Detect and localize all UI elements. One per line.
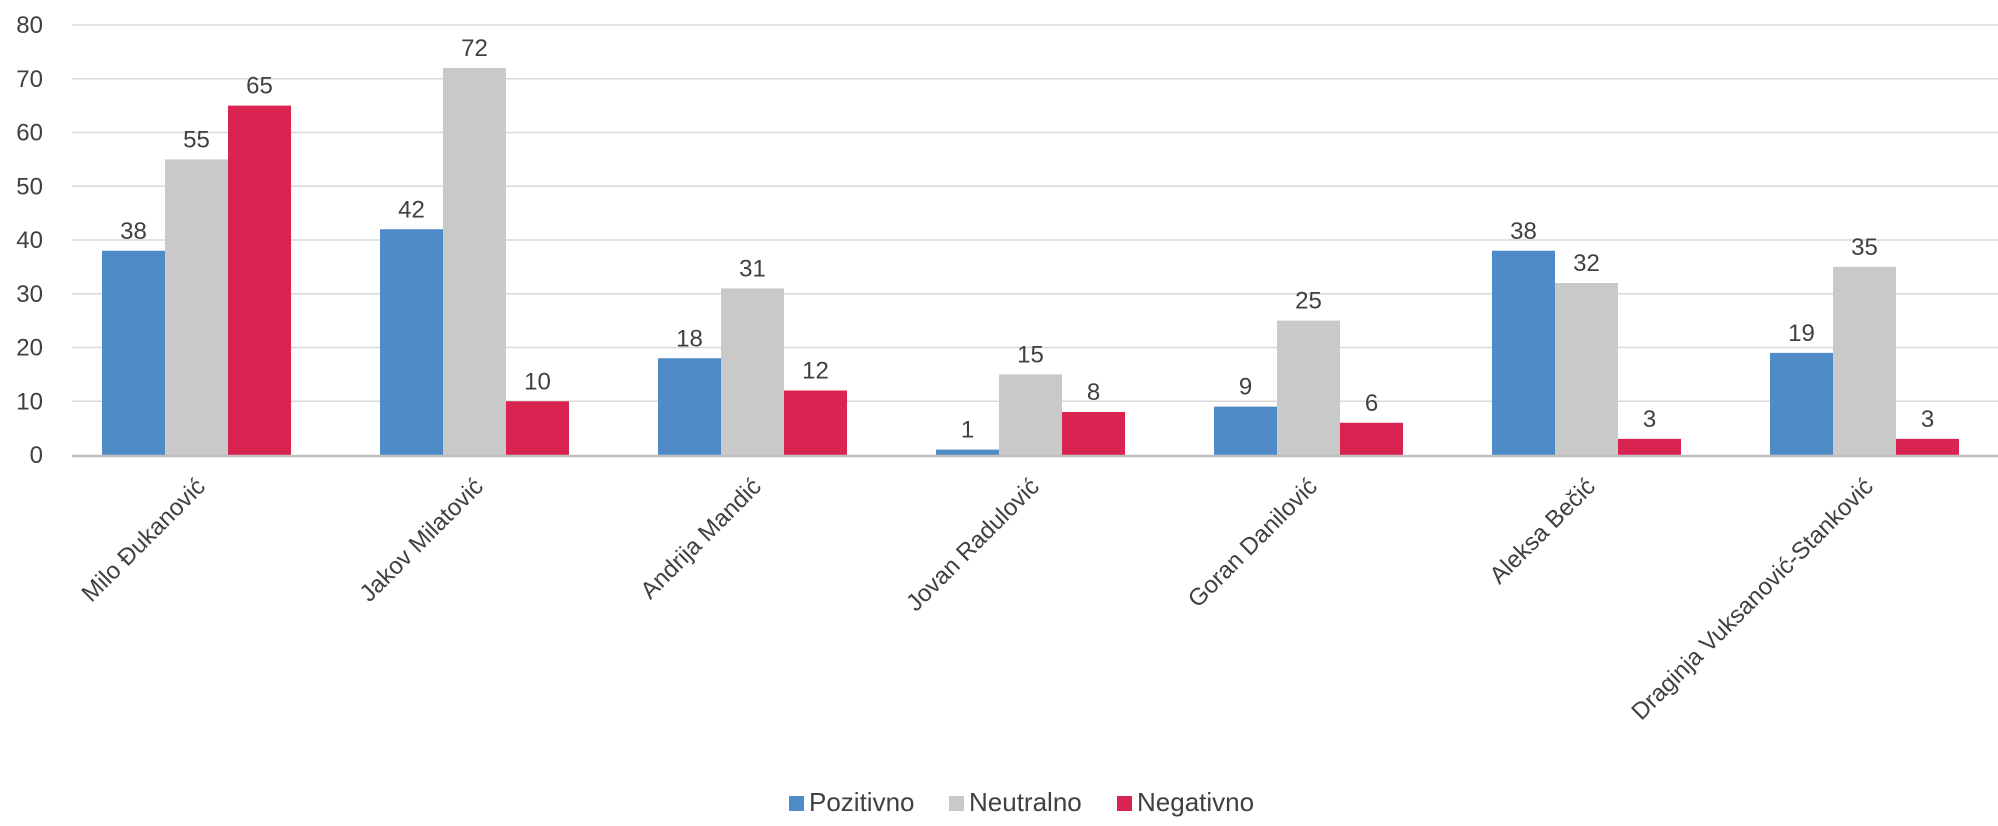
y-tick-label: 70 [16, 66, 43, 93]
bar-negativno [1340, 422, 1403, 455]
category-label: Andrija Mandić [635, 473, 766, 604]
y-tick-label: 0 [30, 442, 43, 469]
legend-swatch [1117, 796, 1132, 811]
data-label: 18 [676, 325, 703, 352]
category-labels: Milo Đukanović Jakov Milatović Andrija Man… [77, 473, 1879, 725]
bar-negativno [1062, 412, 1125, 455]
bar-pozitivno [380, 229, 443, 455]
y-tick-label: 60 [16, 120, 43, 147]
legend-swatch [789, 796, 804, 811]
y-axis-ticks: 0 10 20 30 40 50 60 70 80 [16, 12, 43, 469]
bar-negativno [228, 105, 291, 455]
legend-swatch [949, 796, 964, 811]
data-label: 15 [1017, 341, 1044, 368]
category-label: Jakov Milatović [355, 473, 489, 607]
data-label: 3 [1921, 406, 1934, 433]
data-label: 9 [1239, 374, 1252, 401]
data-label: 38 [1510, 218, 1537, 245]
bar-neutralno [443, 68, 506, 455]
bars [102, 68, 1959, 455]
bar-neutralno [1555, 283, 1618, 455]
bar-pozitivno [102, 250, 165, 455]
y-tick-label: 20 [16, 335, 43, 362]
bar-pozitivno [658, 358, 721, 455]
bar-pozitivno [1492, 250, 1555, 455]
data-label: 55 [183, 126, 210, 153]
data-label: 25 [1295, 288, 1322, 315]
category-label: Goran Danilović [1183, 473, 1323, 613]
bar-negativno [506, 401, 569, 455]
data-label: 72 [461, 35, 488, 62]
y-tick-label: 10 [16, 388, 43, 415]
y-tick-label: 30 [16, 281, 43, 308]
category-label: Draginja Vuksanović-Stanković [1626, 473, 1878, 725]
data-label: 19 [1788, 320, 1815, 347]
data-label: 6 [1365, 390, 1378, 417]
category-label: Milo Đukanović [77, 473, 211, 607]
data-label: 32 [1573, 250, 1600, 277]
data-label: 8 [1087, 379, 1100, 406]
data-label: 12 [802, 358, 829, 385]
bar-neutralno [999, 374, 1062, 455]
y-tick-label: 50 [16, 173, 43, 200]
bar-pozitivno [1214, 406, 1277, 455]
data-label: 31 [739, 255, 766, 282]
category-label: Jovan Radulović [901, 473, 1045, 617]
bar-pozitivno [1770, 352, 1833, 455]
y-tick-label: 40 [16, 227, 43, 254]
bar-negativno [784, 390, 847, 455]
bar-neutralno [1277, 320, 1340, 455]
bar-pozitivno [936, 449, 999, 455]
data-label: 1 [961, 417, 974, 444]
bar-negativno [1896, 438, 1959, 455]
category-label: Aleksa Bečić [1485, 473, 1601, 589]
data-label: 35 [1851, 234, 1878, 261]
y-tick-label: 80 [16, 12, 43, 39]
data-label: 38 [120, 218, 147, 245]
bar-neutralno [165, 159, 228, 455]
data-labels: 38 55 65 42 72 10 18 31 12 1 15 8 9 25 6 38 32 3 19 35 3 [120, 35, 1934, 444]
data-label: 42 [398, 196, 425, 223]
data-label: 3 [1643, 406, 1656, 433]
legend-label: Negativno [1137, 787, 1254, 817]
legend-label: Neutralno [969, 787, 1082, 817]
legend-label: Pozitivno [809, 787, 915, 817]
bar-neutralno [721, 288, 784, 455]
bar-neutralno [1833, 266, 1896, 455]
data-label: 10 [524, 368, 551, 395]
legend: Pozitivno Neutralno Negativno [789, 787, 1254, 817]
data-label: 65 [246, 73, 273, 100]
bar-negativno [1618, 438, 1681, 455]
